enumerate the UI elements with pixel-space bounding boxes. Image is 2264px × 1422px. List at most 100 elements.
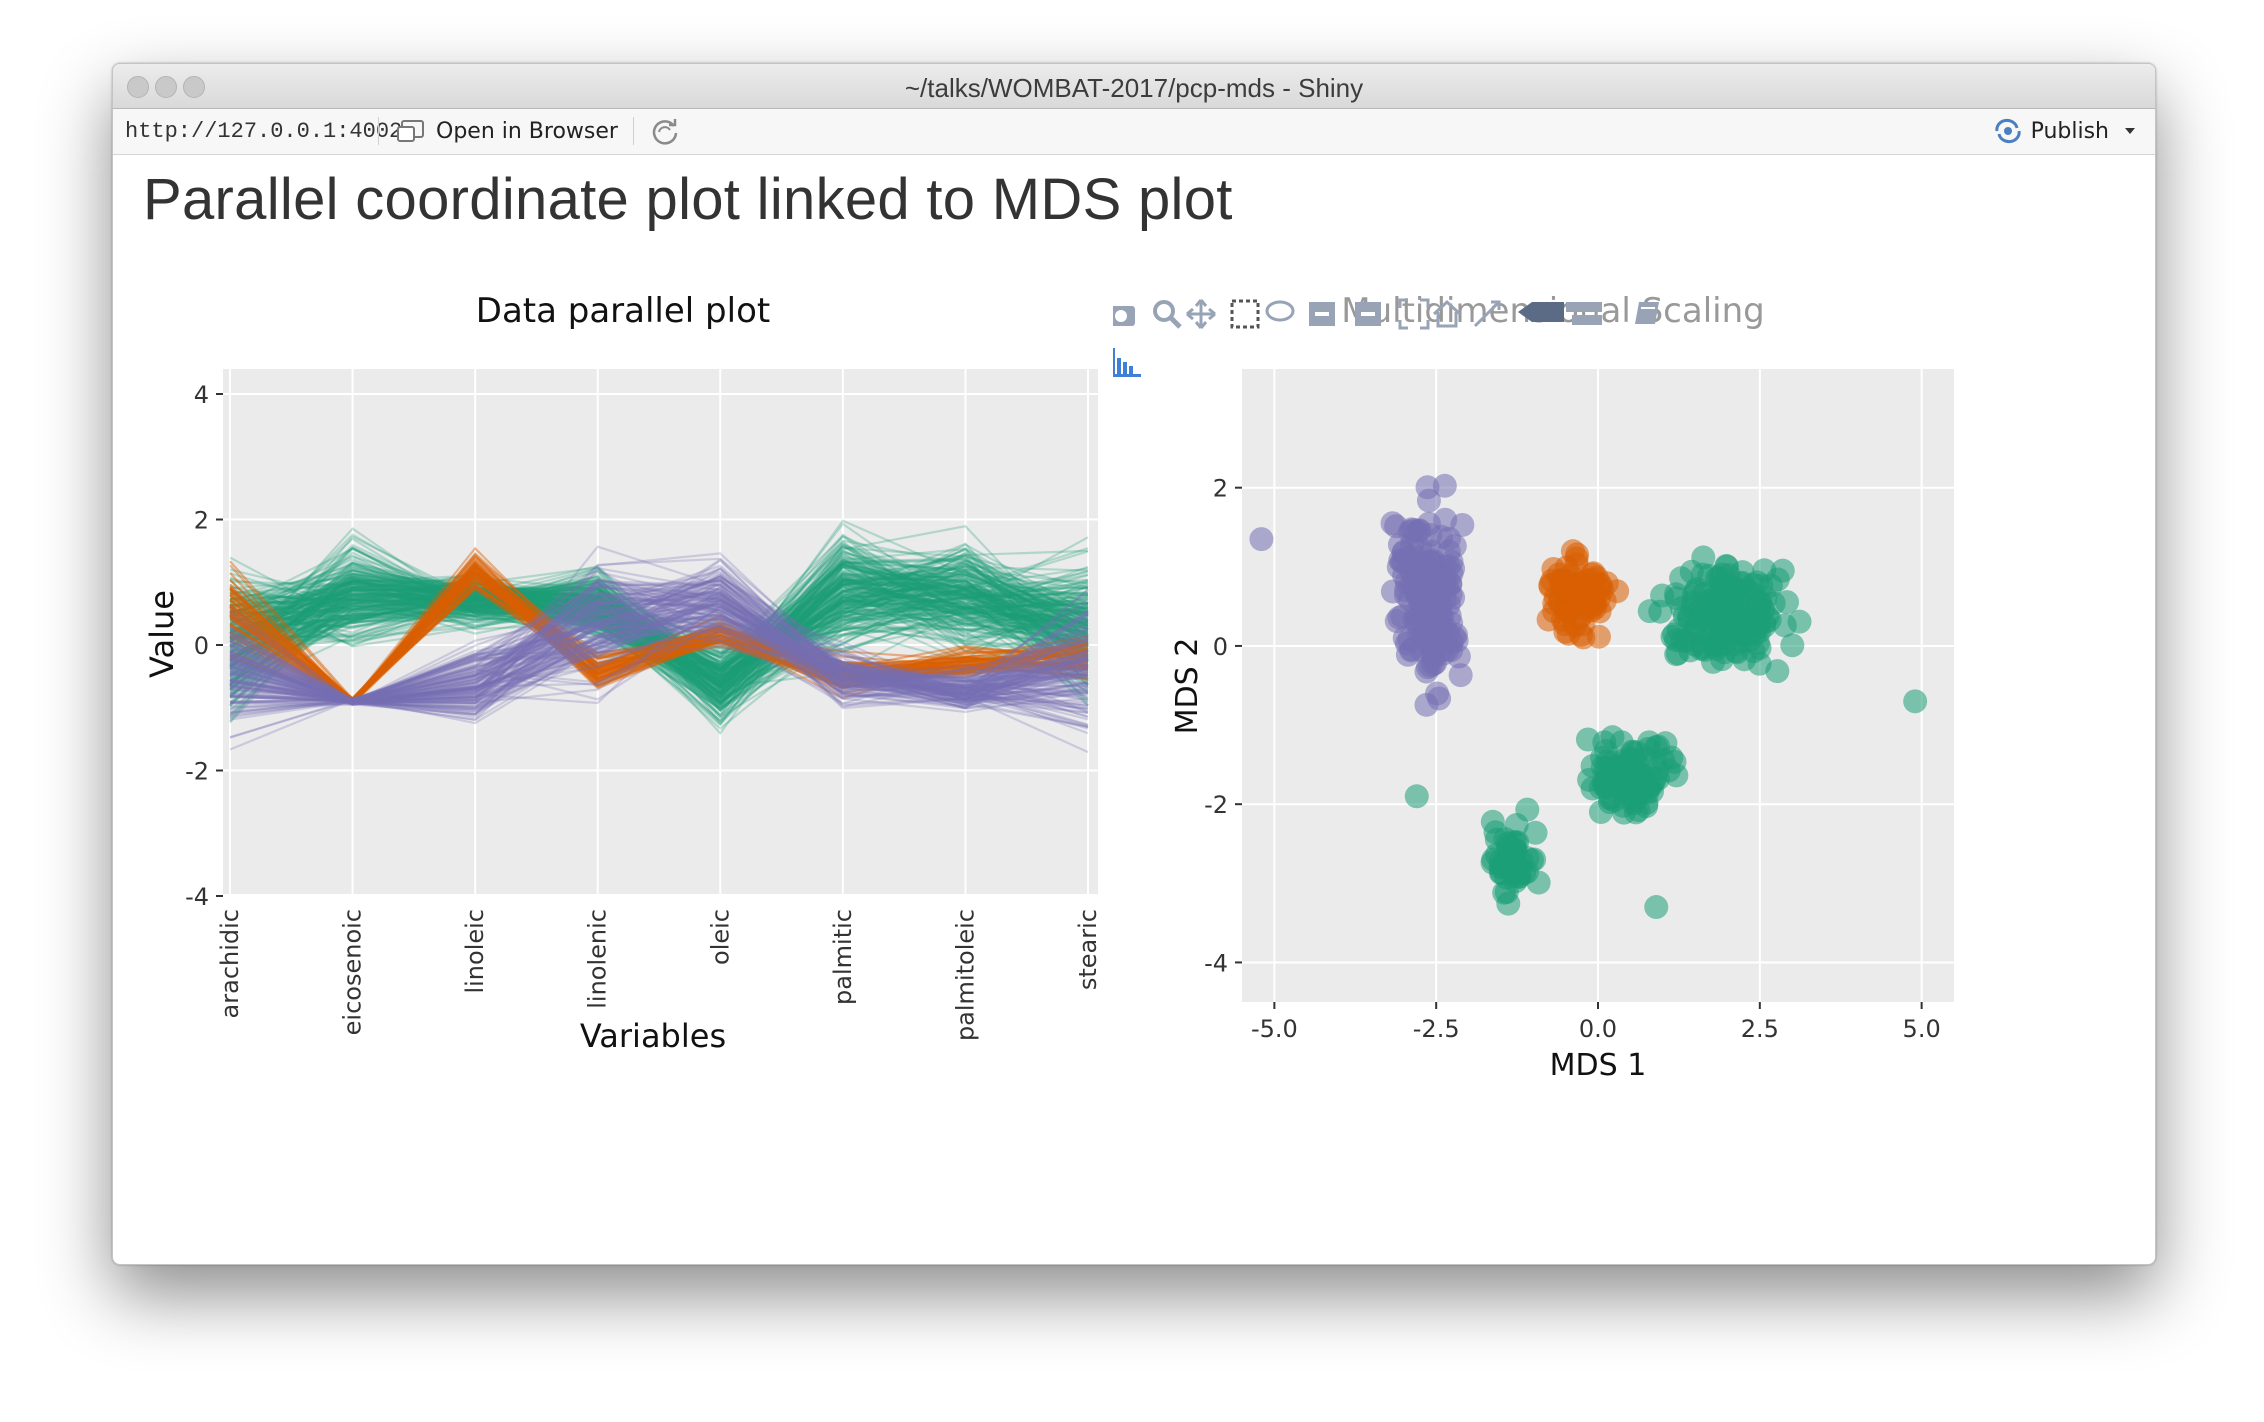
publish-label: Publish <box>2030 118 2109 144</box>
autoscale-icon[interactable] <box>1398 298 1430 330</box>
pcp-line <box>229 581 1089 705</box>
data-point[interactable] <box>1775 590 1800 615</box>
data-point[interactable] <box>1380 579 1405 604</box>
data-point[interactable] <box>1249 527 1274 552</box>
data-point[interactable] <box>1666 617 1691 642</box>
data-point[interactable] <box>1735 620 1760 645</box>
pcp-line <box>229 553 1089 676</box>
data-point[interactable] <box>1437 526 1462 551</box>
data-point[interactable] <box>1410 559 1435 584</box>
pcp-line <box>229 562 1089 723</box>
data-point[interactable] <box>1725 640 1750 665</box>
data-point[interactable] <box>1408 582 1433 607</box>
data-point[interactable] <box>1662 749 1687 774</box>
data-point[interactable] <box>1589 578 1614 603</box>
pcp-line <box>229 570 1089 704</box>
data-point[interactable] <box>1600 725 1625 750</box>
data-point[interactable] <box>1765 659 1790 684</box>
title-bar: ~/talks/WOMBAT-2017/pcp-mds - Shiny <box>113 64 2155 109</box>
data-point[interactable] <box>1780 633 1805 658</box>
data-point[interactable] <box>1421 610 1446 635</box>
pcp-line <box>229 554 1089 677</box>
closest-hover-icon[interactable] <box>1566 302 1602 325</box>
data-point[interactable] <box>1522 847 1547 872</box>
zoom-in-icon[interactable] <box>1309 302 1335 326</box>
reset-axes-icon[interactable] <box>1432 299 1462 328</box>
data-point[interactable] <box>1402 607 1427 632</box>
close-window-button[interactable] <box>127 76 149 98</box>
data-point[interactable] <box>1489 860 1514 885</box>
data-point[interactable] <box>1404 784 1429 809</box>
zoom-icon[interactable] <box>1153 300 1182 329</box>
pcp-line <box>229 577 1089 705</box>
refresh-icon[interactable] <box>649 116 681 148</box>
pcp-line <box>229 575 1089 696</box>
open-in-browser-button[interactable]: Open in Browser <box>396 115 618 147</box>
spike-lines-icon[interactable] <box>1473 300 1501 328</box>
pcp-line <box>229 533 1089 682</box>
data-point[interactable] <box>1700 597 1725 622</box>
chevron-down-icon[interactable] <box>2123 126 2137 136</box>
pcp-line <box>229 585 1089 703</box>
camera-icon[interactable] <box>1113 306 1135 326</box>
data-point[interactable] <box>1620 784 1645 809</box>
data-point[interactable] <box>1709 562 1734 587</box>
pcp-line <box>229 566 1089 707</box>
pcp-line <box>229 578 1089 711</box>
data-point[interactable] <box>1560 539 1585 564</box>
data-point[interactable] <box>1401 517 1426 542</box>
data-point[interactable] <box>1397 627 1422 652</box>
pcp-line <box>229 612 1089 702</box>
data-point[interactable] <box>1553 598 1578 623</box>
compare-hover-icon[interactable] <box>1518 302 1564 322</box>
data-points[interactable] <box>1249 473 1928 920</box>
pcp-line <box>229 606 1089 704</box>
data-point[interactable] <box>1523 820 1548 845</box>
x-tick-label: 0.0 <box>1579 1015 1617 1043</box>
publish-button[interactable]: Publish <box>1993 115 2137 147</box>
lasso-icon[interactable] <box>1265 300 1295 322</box>
data-point[interactable] <box>1541 556 1566 581</box>
data-point[interactable] <box>1636 736 1661 761</box>
data-point[interactable] <box>1443 622 1468 647</box>
pcp-line <box>229 624 1089 721</box>
pcp-line <box>229 547 1089 691</box>
pcp-line <box>229 591 1089 711</box>
data-point[interactable] <box>1418 653 1443 678</box>
data-point[interactable] <box>1432 473 1457 498</box>
data-point[interactable] <box>1691 545 1716 570</box>
box-select-icon[interactable] <box>1230 299 1260 329</box>
pcp-line <box>229 534 1089 695</box>
data-point[interactable] <box>1422 630 1447 655</box>
pcp-line <box>229 545 1089 715</box>
data-point[interactable] <box>1568 572 1593 597</box>
data-point[interactable] <box>1568 622 1593 647</box>
zoom-window-button[interactable] <box>183 76 205 98</box>
data-point[interactable] <box>1903 689 1928 714</box>
zoom-out-icon[interactable] <box>1355 302 1381 326</box>
pcp-line <box>229 626 1089 727</box>
minimize-window-button[interactable] <box>155 76 177 98</box>
data-point[interactable] <box>1602 769 1627 794</box>
data-point[interactable] <box>1433 507 1458 532</box>
data-point[interactable] <box>1496 891 1521 916</box>
pan-icon[interactable] <box>1186 299 1216 329</box>
pcp-line <box>229 560 1089 684</box>
data-point[interactable] <box>1413 541 1438 566</box>
bar-chart-icon[interactable] <box>1113 348 1141 377</box>
data-point[interactable] <box>1587 599 1612 624</box>
data-point[interactable] <box>1526 870 1551 895</box>
data-point[interactable] <box>1425 681 1450 706</box>
data-point[interactable] <box>1391 541 1416 566</box>
data-point[interactable] <box>1416 488 1441 513</box>
data-point[interactable] <box>1448 663 1473 688</box>
data-point[interactable] <box>1745 602 1770 627</box>
data-point[interactable] <box>1598 790 1623 815</box>
data-point[interactable] <box>1493 827 1518 852</box>
data-point[interactable] <box>1680 596 1705 621</box>
data-point[interactable] <box>1740 582 1765 607</box>
data-point[interactable] <box>1707 624 1732 649</box>
data-point[interactable] <box>1515 797 1540 822</box>
data-point[interactable] <box>1644 895 1669 920</box>
plotly-logo-icon[interactable] <box>1635 302 1659 324</box>
